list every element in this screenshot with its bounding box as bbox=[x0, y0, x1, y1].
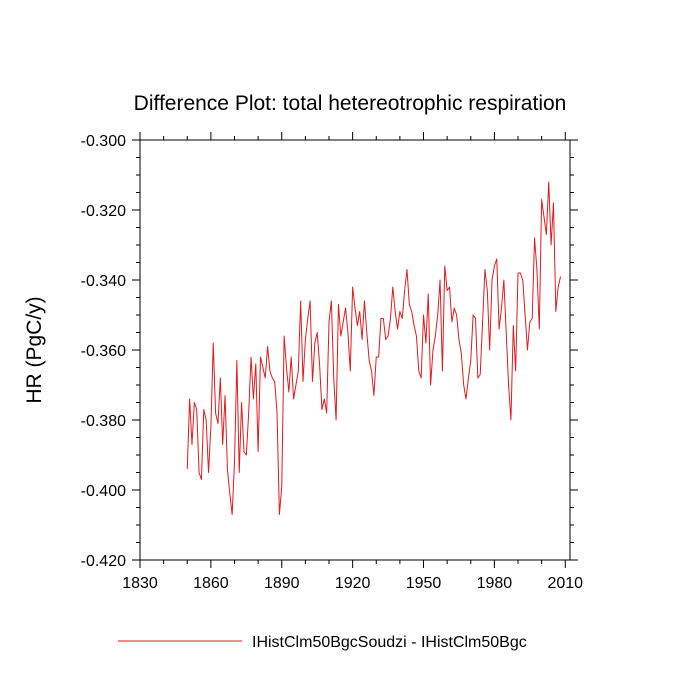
legend-label: IHistClm50BgcSoudzi - IHistClm50Bgc bbox=[252, 634, 527, 651]
x-tick-labels: 1830 1860 1890 1920 1950 1980 2010 bbox=[122, 575, 583, 592]
x-tick-label: 2010 bbox=[547, 575, 583, 592]
y-tick-labels: -0.300 -0.320 -0.340 -0.360 -0.380 -0.400 -0.4… bbox=[81, 133, 126, 570]
y-tick-label: -0.380 bbox=[81, 413, 126, 430]
x-tick-label: 1890 bbox=[264, 575, 300, 592]
series-line bbox=[186, 181, 562, 515]
y-tick-label: -0.340 bbox=[81, 273, 126, 290]
plot-frame bbox=[139, 139, 571, 561]
x-tick-label: 1830 bbox=[122, 575, 158, 592]
major-ticks bbox=[132, 132, 578, 568]
legend: IHistClm50BgcSoudzi - IHistClm50Bgc bbox=[118, 634, 527, 651]
chart-title: Difference Plot: total hetereotrophic re… bbox=[134, 92, 567, 115]
x-tick-label: 1860 bbox=[193, 575, 229, 592]
y-tick-label: -0.360 bbox=[81, 343, 126, 360]
y-tick-label: -0.320 bbox=[81, 203, 126, 220]
minor-ticks bbox=[136, 136, 574, 564]
series-group bbox=[186, 181, 562, 515]
x-tick-label: 1950 bbox=[406, 575, 442, 592]
x-tick-label: 1980 bbox=[477, 575, 513, 592]
y-tick-label: -0.420 bbox=[81, 553, 126, 570]
x-tick-label: 1920 bbox=[335, 575, 371, 592]
y-axis-label: HR (PgC/y) bbox=[23, 296, 46, 403]
y-tick-label: -0.400 bbox=[81, 483, 126, 500]
y-tick-label: -0.300 bbox=[81, 133, 126, 150]
